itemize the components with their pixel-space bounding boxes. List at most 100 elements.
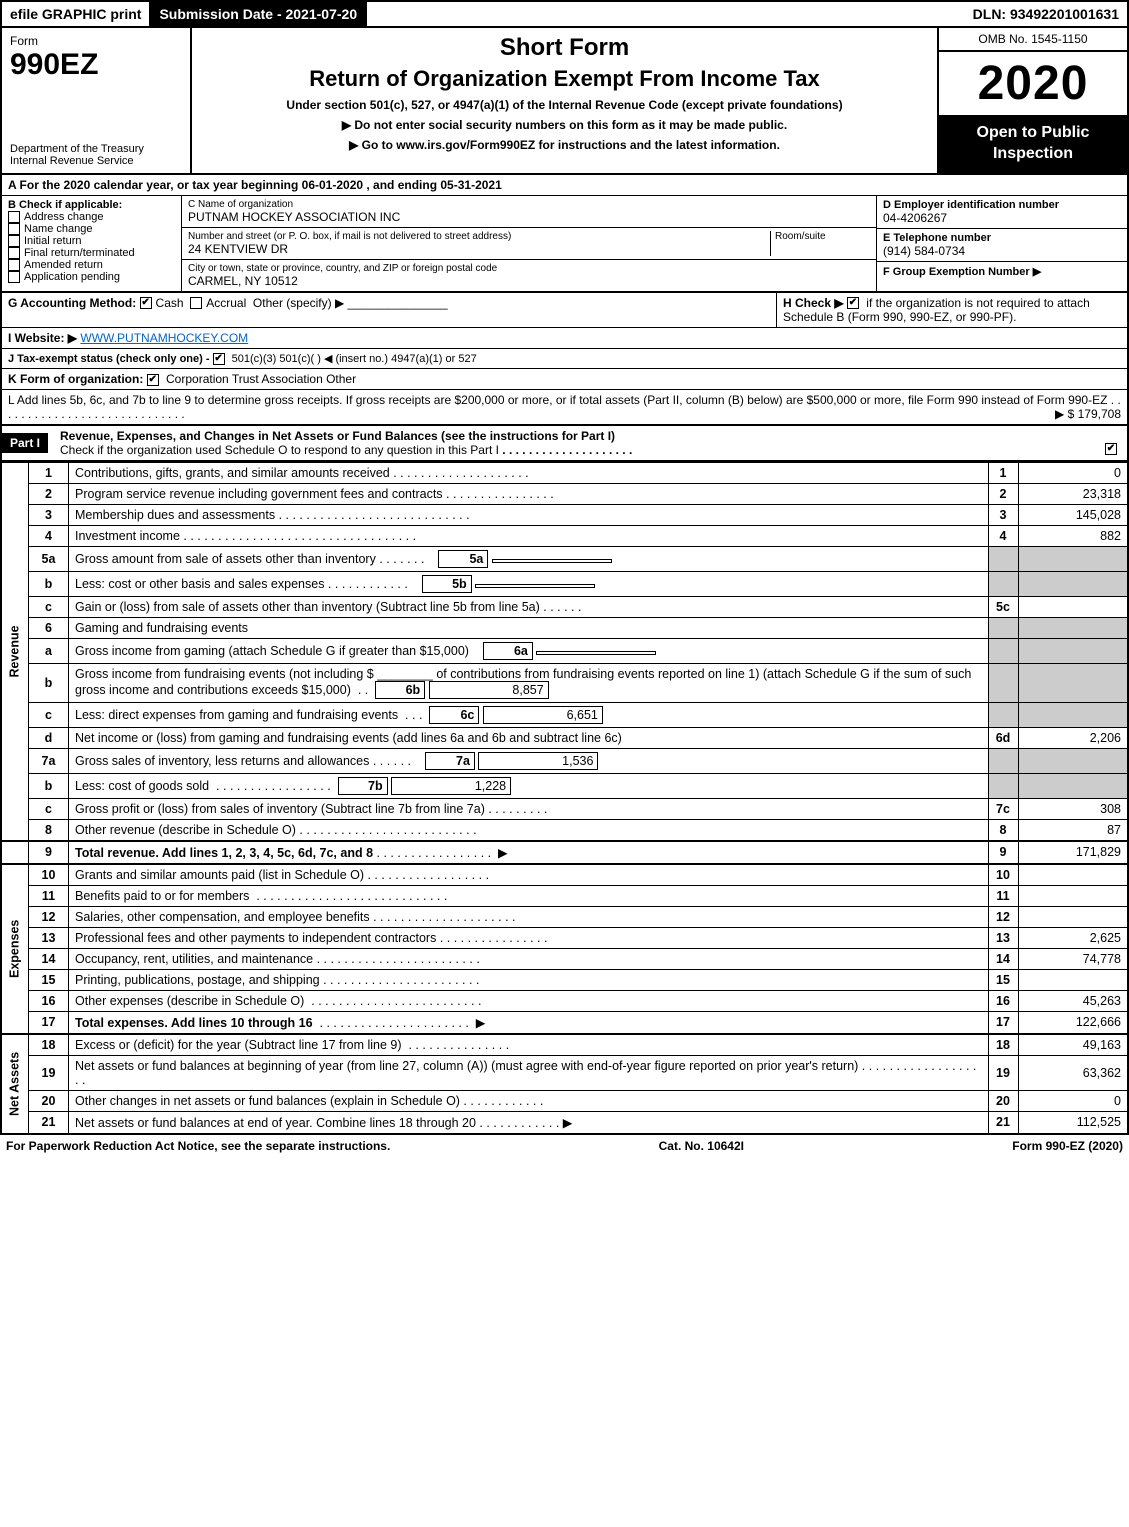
line-6c-no: c [29,702,69,727]
line-15-ref: 15 [988,969,1018,990]
line-13-no: 13 [29,927,69,948]
goto-link[interactable]: ▶ Go to www.irs.gov/Form990EZ for instru… [349,138,780,152]
line-6a-sub: 6a [514,644,528,658]
expenses-side-label: Expenses [1,864,29,1034]
line-15-amount [1018,969,1128,990]
line-7a-ref-shade [988,748,1018,773]
line-16-desc: Other expenses (describe in Schedule O) [75,994,304,1008]
line-7b-subvalue: 1,228 [391,777,511,795]
line-14-no: 14 [29,948,69,969]
line-k-org-form: K Form of organization: ✔ Corporation Tr… [0,369,1129,390]
line-13-desc: Professional fees and other payments to … [75,931,436,945]
tax-year: 2020 [939,52,1127,115]
line-9-ref: 9 [988,841,1018,864]
open-to-public: Open to Public Inspection [939,115,1127,173]
line-i-website: I Website: ▶ WWW.PUTNAMHOCKEY.COM [0,328,1129,349]
line-3-ref: 3 [988,504,1018,525]
line-g-label: G Accounting Method: [8,296,136,310]
box-e-label: E Telephone number [883,232,1121,244]
line-7a-no: 7a [29,748,69,773]
opt-other-specify: Other (specify) ▶ [253,296,344,310]
part-1-label: Part I [2,433,48,453]
checkbox-corporation[interactable]: ✔ [147,374,159,386]
line-9-amount: 171,829 [1018,841,1128,864]
line-i-label: I Website: ▶ [8,331,77,345]
line-7c-amount: 308 [1018,798,1128,819]
line-12-no: 12 [29,906,69,927]
line-7b-desc: Less: cost of goods sold [75,779,209,793]
website-link[interactable]: WWW.PUTNAMHOCKEY.COM [80,331,248,345]
line-l-gross-receipts: L Add lines 5b, 6c, and 7b to line 9 to … [0,390,1129,426]
line-19-ref: 19 [988,1055,1018,1090]
line-11-no: 11 [29,885,69,906]
line-3-amount: 145,028 [1018,504,1128,525]
line-6a-ref-shade [988,638,1018,663]
line-7b-amount-shade [1018,773,1128,798]
line-j-status: J Tax-exempt status (check only one) - ✔… [0,349,1129,369]
line-j-label: J Tax-exempt status (check only one) - [8,353,213,365]
line-20-no: 20 [29,1090,69,1111]
checkbox-schedule-b[interactable]: ✔ [847,297,859,309]
checkbox-accrual[interactable] [190,297,202,309]
line-16-ref: 16 [988,990,1018,1011]
checkbox-application-pending[interactable] [8,271,20,283]
line-6-no: 6 [29,617,69,638]
line-4-amount: 882 [1018,525,1128,546]
line-18-no: 18 [29,1034,69,1056]
line-g-h: G Accounting Method: ✔Cash Accrual Other… [0,293,1129,328]
opt-application-pending: Application pending [24,271,120,283]
line-14-ref: 14 [988,948,1018,969]
part-1-table: Revenue 1 Contributions, gifts, grants, … [0,462,1129,1135]
line-5c-ref: 5c [988,596,1018,617]
ssn-warning: ▶ Do not enter social security numbers o… [202,118,927,132]
checkbox-501c3[interactable]: ✔ [213,353,225,365]
form-number: 990EZ [10,48,98,81]
checkbox-cash[interactable]: ✔ [140,297,152,309]
ein-value: 04-4206267 [883,211,1121,225]
line-3-no: 3 [29,504,69,525]
line-5a-ref-shade [988,546,1018,571]
form-title-1: Short Form [202,34,927,62]
checkbox-initial-return[interactable] [8,235,20,247]
checkbox-amended-return[interactable] [8,259,20,271]
line-5a-amount-shade [1018,546,1128,571]
line-6c-ref-shade [988,702,1018,727]
line-7a-sub: 7a [456,754,470,768]
checkbox-name-change[interactable] [8,223,20,235]
line-6d-ref: 6d [988,727,1018,748]
line-12-ref: 12 [988,906,1018,927]
dln-number: DLN: 93492201001631 [965,2,1127,26]
line-j-options: 501(c)(3) 501(c)( ) ◀ (insert no.) 4947(… [232,353,477,365]
checkbox-final-return[interactable] [8,247,20,259]
irs-label: Internal Revenue Service [10,155,182,167]
line-17-desc: Total expenses. Add lines 10 through 16 [75,1016,313,1030]
revenue-side-label: Revenue [1,462,29,841]
line-17-amount: 122,666 [1018,1011,1128,1034]
line-9-desc: Total revenue. Add lines 1, 2, 3, 4, 5c,… [75,846,373,860]
form-990ez-page: efile GRAPHIC print Submission Date - 20… [0,0,1129,1157]
line-l-amount: ▶ $ 179,708 [1055,407,1121,421]
line-13-ref: 13 [988,927,1018,948]
tax-year-period: A For the 2020 calendar year, or tax yea… [2,175,1127,195]
line-16-no: 16 [29,990,69,1011]
line-6-amount-shade [1018,617,1128,638]
efile-print-label[interactable]: efile GRAPHIC print [2,2,151,26]
footer-form-ref: Form 990-EZ (2020) [1012,1139,1123,1153]
checkbox-schedule-o[interactable]: ✔ [1105,443,1117,455]
line-10-desc: Grants and similar amounts paid (list in… [75,868,364,882]
line-6d-no: d [29,727,69,748]
line-5a-subvalue [492,559,612,563]
line-8-desc: Other revenue (describe in Schedule O) [75,823,296,837]
line-7a-desc: Gross sales of inventory, less returns a… [75,754,369,768]
line-16-amount: 45,263 [1018,990,1128,1011]
line-6c-subvalue: 6,651 [483,706,603,724]
line-6b-amount-shade [1018,663,1128,702]
line-7b-ref-shade [988,773,1018,798]
checkbox-address-change[interactable] [8,211,20,223]
line-6d-amount: 2,206 [1018,727,1128,748]
line-18-amount: 49,163 [1018,1034,1128,1056]
opt-initial-return: Initial return [24,235,81,247]
org-name: PUTNAM HOCKEY ASSOCIATION INC [188,210,870,224]
line-8-ref: 8 [988,819,1018,841]
line-5c-no: c [29,596,69,617]
